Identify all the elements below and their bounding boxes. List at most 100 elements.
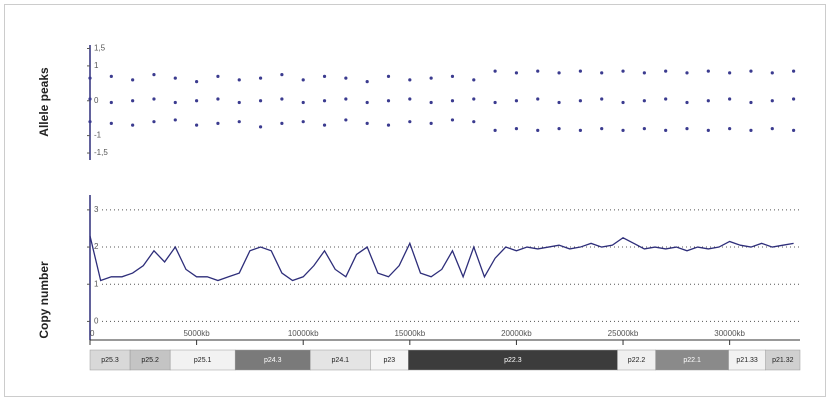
allele-point [578, 99, 582, 103]
allele-point [792, 128, 796, 132]
allele-point [173, 76, 177, 80]
allele-point [514, 71, 519, 75]
allele-point [600, 127, 604, 131]
y-tick-label: 1 [94, 61, 99, 70]
y-axis-label: Copy number [37, 261, 51, 339]
allele-point [770, 99, 774, 103]
allele-point [301, 100, 305, 105]
allele-point [280, 73, 284, 77]
x-tick-label: 10000kb [288, 329, 319, 338]
allele-point [301, 120, 305, 124]
allele-point [322, 123, 327, 127]
allele-point [195, 79, 199, 84]
copy-number-line [89, 235, 794, 282]
allele-point [216, 121, 220, 126]
allele-point [792, 97, 796, 101]
allele-point [728, 71, 732, 75]
x-tick-label: 30000kb [714, 329, 745, 338]
y-tick-label: -1 [94, 131, 102, 140]
allele-point [88, 97, 92, 101]
allele-point [749, 128, 753, 132]
x-tick-label: 25000kb [608, 329, 639, 338]
band-label: p24.3 [264, 357, 282, 364]
allele-point [472, 78, 476, 82]
band-label: p22.1 [683, 357, 701, 364]
band-label: p23 [384, 357, 396, 364]
band-label: p22.3 [504, 357, 522, 364]
allele-point [365, 121, 369, 126]
allele-point [770, 71, 774, 75]
allele-point [664, 69, 668, 73]
allele-point [557, 71, 561, 75]
allele-point [621, 69, 625, 73]
allele-point [728, 97, 732, 101]
y-tick-label: 0 [94, 317, 99, 326]
y-tick-label: 1,5 [94, 44, 106, 53]
allele-point [429, 121, 433, 126]
allele-point [344, 76, 348, 80]
y-tick-label: 3 [94, 205, 99, 214]
allele-point [386, 123, 391, 127]
allele-point [621, 128, 625, 132]
allele-point [706, 69, 710, 73]
allele-point [642, 99, 646, 103]
allele-point [429, 100, 433, 105]
allele-point [152, 120, 156, 124]
allele-point [152, 97, 156, 101]
allele-point [429, 76, 433, 80]
allele-point [365, 79, 369, 84]
allele-point [642, 71, 646, 75]
allele-point [88, 120, 92, 124]
allele-point [173, 100, 177, 105]
allele-point [237, 120, 241, 124]
band-label: p25.2 [141, 357, 159, 364]
y-tick-label: -1,5 [94, 148, 108, 157]
allele-point [88, 76, 92, 80]
allele-point [749, 69, 753, 73]
band-label: p22.2 [628, 357, 646, 364]
y-tick-label: 1 [94, 279, 99, 288]
band-label: p21.32 [772, 357, 794, 364]
allele-point [664, 97, 668, 101]
allele-point [131, 99, 135, 103]
allele-point [322, 99, 327, 103]
allele-point [237, 100, 241, 105]
allele-point [450, 118, 455, 122]
allele-point [578, 69, 582, 73]
allele-point [450, 74, 455, 78]
allele-point [386, 74, 391, 78]
allele-point [280, 97, 284, 101]
allele-point [664, 128, 668, 132]
allele-point [600, 97, 604, 101]
allele-point [450, 99, 455, 103]
allele-point [216, 97, 220, 101]
allele-point [728, 127, 732, 131]
allele-point [258, 76, 263, 80]
band-label: p24.1 [332, 357, 350, 364]
allele-point [749, 100, 753, 105]
allele-point [237, 78, 241, 82]
allele-point [258, 125, 263, 129]
allele-point [493, 69, 497, 73]
allele-point [770, 127, 774, 131]
allele-point [578, 128, 582, 132]
allele-point [536, 97, 540, 101]
allele-point [493, 128, 497, 132]
allele-point [493, 100, 497, 105]
frame [4, 4, 826, 397]
allele-point [642, 127, 646, 131]
allele-point [472, 120, 476, 124]
allele-point [344, 118, 348, 122]
allele-point [301, 78, 305, 82]
allele-point [557, 100, 561, 105]
allele-point [685, 100, 689, 105]
allele-point [195, 123, 199, 127]
allele-point [536, 128, 540, 132]
band-label: p25.1 [194, 357, 212, 364]
band-label: p25.3 [101, 357, 119, 364]
allele-point [557, 127, 561, 131]
y-axis-label: Allele peaks [37, 67, 51, 137]
allele-point [322, 74, 327, 78]
allele-point [109, 74, 113, 78]
